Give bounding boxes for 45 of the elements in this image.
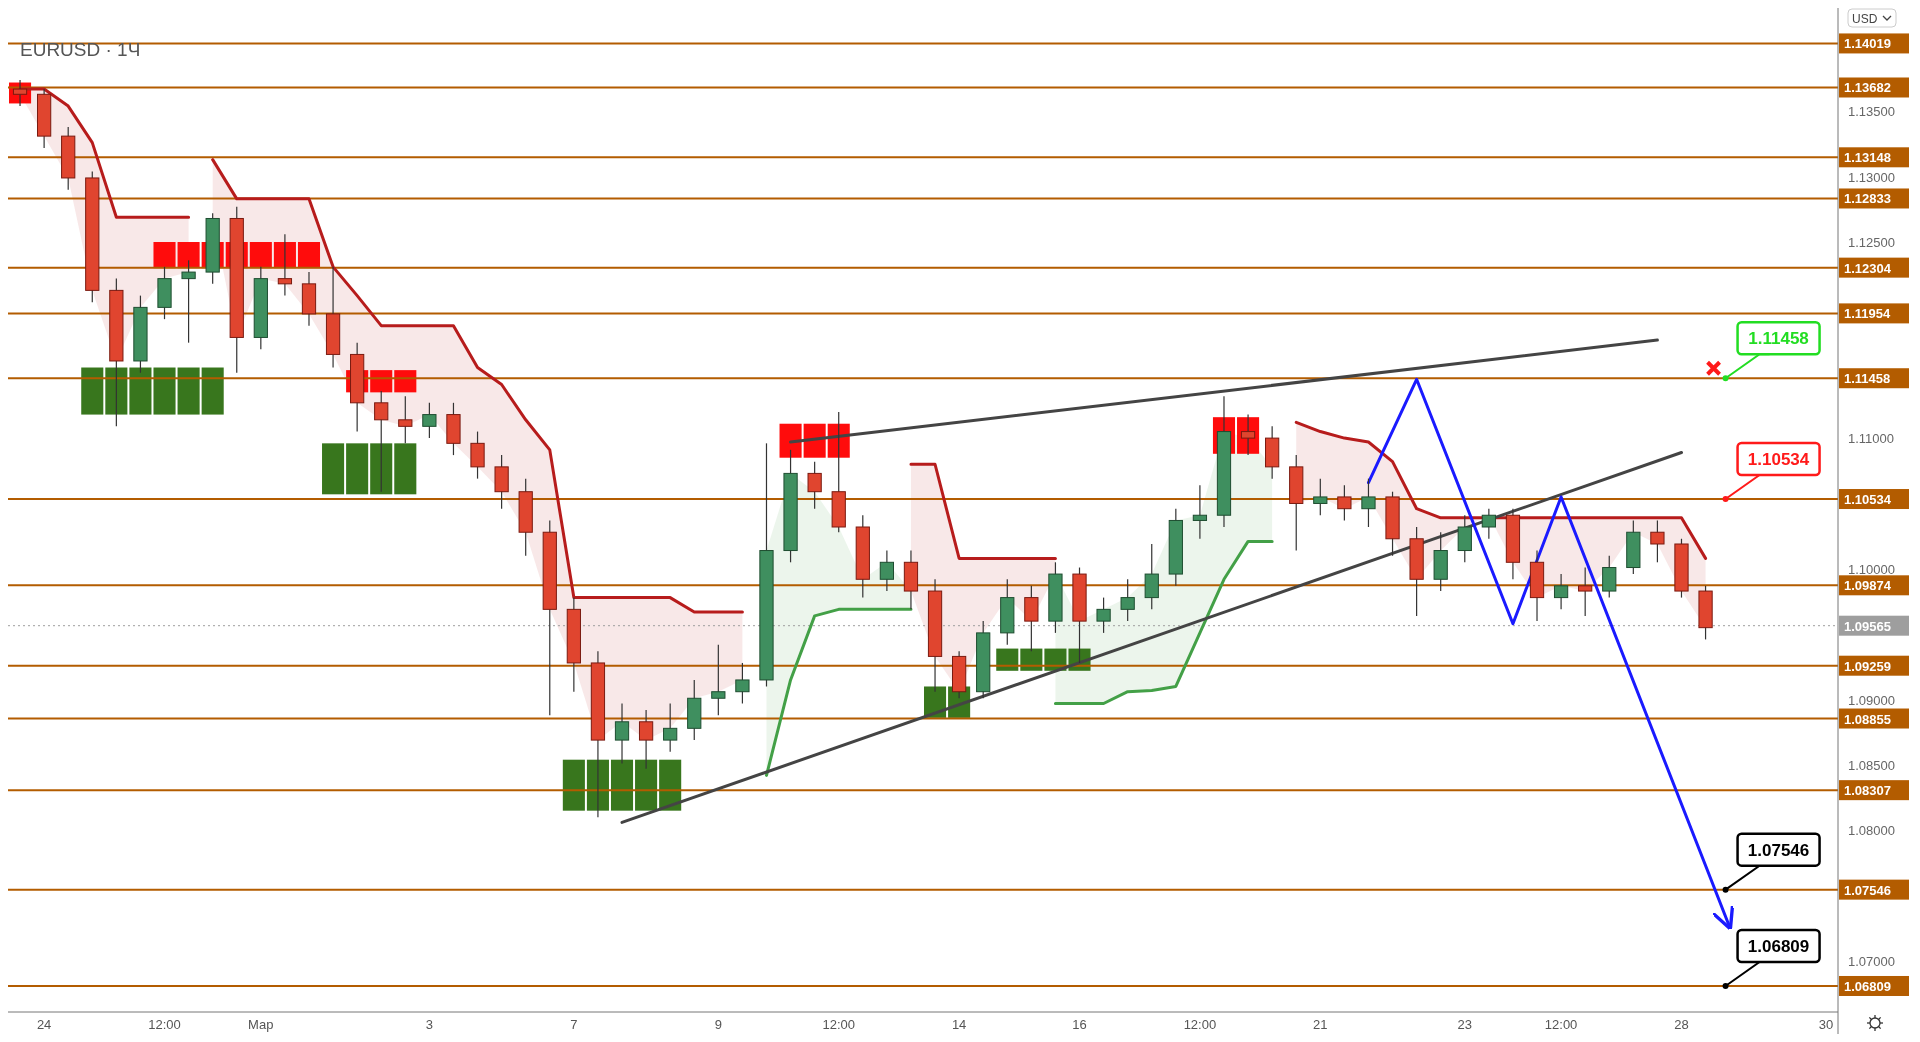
text: USD <box>1852 12 1878 26</box>
ref-line-label: 1.07546 <box>1844 882 1891 898</box>
ref-line-label: 1.06809 <box>1844 978 1891 994</box>
x-tick-label: 12:00 <box>822 1017 855 1032</box>
y-tick-label: 1.07000 <box>1848 954 1895 970</box>
ref-line-label: 1.13682 <box>1844 80 1891 96</box>
chart-title: EURUSD · 1Ч <box>20 39 141 60</box>
ref-line-label: 1.10534 <box>1844 492 1892 508</box>
ref-line-label: 1.13148 <box>1844 150 1891 166</box>
x-tick-label: 14 <box>951 1017 967 1032</box>
ref-line-label: 1.14019 <box>1844 36 1891 52</box>
x-tick-label: 9 <box>714 1017 722 1032</box>
y-tick-label: 1.13000 <box>1848 169 1895 185</box>
x-tick-label: Мар <box>248 1017 274 1032</box>
ref-line-label: 1.09874 <box>1844 578 1892 594</box>
annotation: 1.11458 <box>1748 329 1809 349</box>
x-tick-label: 23 <box>1457 1017 1473 1032</box>
ref-line-label: 1.11458 <box>1844 371 1891 387</box>
x-tick-label: 16 <box>1072 1017 1087 1032</box>
y-tick-label: 1.12500 <box>1848 235 1895 251</box>
x-tick-label: 21 <box>1313 1017 1328 1032</box>
y-tick-label: 1.13500 <box>1848 104 1895 120</box>
x-tick-label: 12:00 <box>1544 1017 1578 1032</box>
x-tick-label: 28 <box>1674 1017 1689 1032</box>
y-tick-label: 1.11000 <box>1848 431 1895 447</box>
ref-line-label: 1.08855 <box>1844 711 1891 727</box>
ref-line-label: 1.09259 <box>1844 658 1891 674</box>
ref-line-label: 1.12833 <box>1844 191 1891 207</box>
annotation: 1.06809 <box>1747 936 1810 956</box>
x-tick-label: 12:00 <box>148 1017 181 1032</box>
annotation: 1.07546 <box>1747 840 1810 860</box>
ref-line-label: 1.09565 <box>1844 618 1891 634</box>
y-tick-label: 1.09000 <box>1848 692 1895 708</box>
annotation: 1.10534 <box>1747 450 1810 470</box>
ref-line-label: 1.12304 <box>1844 260 1892 276</box>
y-tick-label: 1.08500 <box>1848 757 1895 773</box>
y-tick-label: 1.08000 <box>1848 823 1895 839</box>
x-tick-label: 24 <box>36 1017 52 1032</box>
x-tick-label: 30 <box>1818 1017 1834 1032</box>
x-tick-label: 3 <box>425 1017 433 1032</box>
ref-line-label: 1.11954 <box>1844 306 1892 322</box>
x-tick-label: 7 <box>570 1017 578 1032</box>
ref-line-label: 1.08307 <box>1844 783 1891 799</box>
x-tick-label: 12:00 <box>1183 1017 1217 1032</box>
y-tick-label: 1.10000 <box>1848 561 1895 577</box>
